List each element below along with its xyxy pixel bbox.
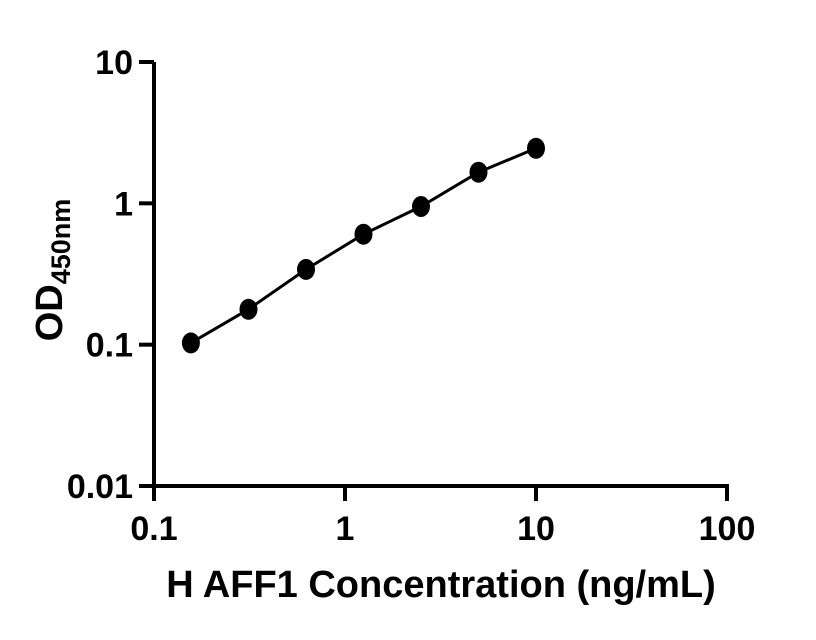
- data-point-marker: [412, 196, 430, 217]
- x-tick-label: 0.1: [130, 510, 177, 548]
- axes-layer: [152, 62, 729, 488]
- x-tick-label: 1: [336, 510, 355, 548]
- x-tick-label: 10: [517, 510, 555, 548]
- data-point-marker: [527, 137, 545, 159]
- data-point-marker: [297, 258, 315, 280]
- x-axis-label: H AFF1 Concentration (ng/mL): [166, 564, 716, 606]
- data-point-marker: [239, 298, 258, 320]
- data-point-marker: [469, 161, 488, 183]
- ticks-layer: [139, 60, 729, 501]
- data-point-marker: [181, 332, 200, 354]
- tick-labels-layer: 0.1 1 10 100 0.01 0.1 1 10: [67, 44, 756, 548]
- y-axis-label: OD450nm: [29, 199, 76, 342]
- y-tick-label: 1: [114, 185, 133, 223]
- y-tick-label: 0.01: [67, 468, 133, 506]
- y-axis-label-main: OD: [29, 284, 71, 341]
- x-tick-label: 100: [699, 510, 756, 548]
- y-axis-label-sub: 450nm: [46, 199, 76, 285]
- series-layer: [181, 137, 545, 354]
- y-tick-label: 0.1: [86, 327, 133, 365]
- y-tick-label: 10: [95, 44, 133, 82]
- data-point-marker: [354, 223, 373, 245]
